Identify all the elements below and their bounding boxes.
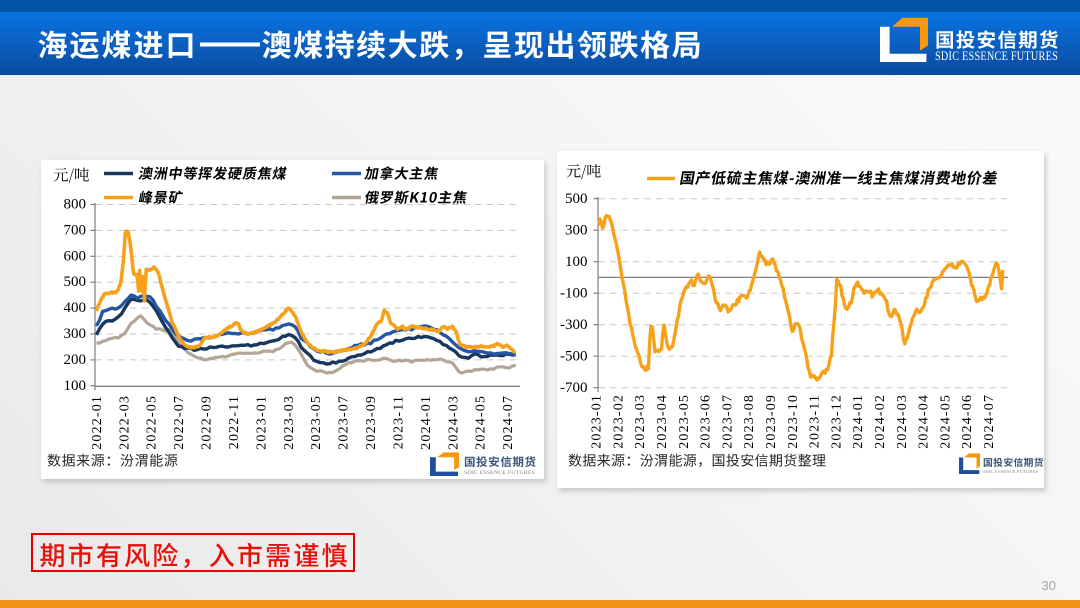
svg-text:2022-11: 2022-11 <box>227 395 242 449</box>
svg-text:500: 500 <box>64 274 87 290</box>
svg-text:2023-10: 2023-10 <box>786 394 801 449</box>
svg-text:2023-11: 2023-11 <box>392 395 407 449</box>
svg-text:2022-03: 2022-03 <box>117 395 132 450</box>
svg-text:300: 300 <box>565 223 588 239</box>
svg-text:2024-05: 2024-05 <box>474 395 489 450</box>
svg-text:2023-06: 2023-06 <box>699 394 714 449</box>
svg-text:2024-01: 2024-01 <box>419 395 434 450</box>
svg-text:2024-02: 2024-02 <box>873 394 888 449</box>
svg-text:100: 100 <box>565 254 588 270</box>
svg-text:200: 200 <box>64 352 87 368</box>
svg-text:2024-06: 2024-06 <box>960 394 975 449</box>
svg-text:2024-04: 2024-04 <box>917 394 932 449</box>
svg-text:2022-05: 2022-05 <box>145 395 160 450</box>
svg-text:2023-01: 2023-01 <box>590 394 605 449</box>
svg-text:2023-05: 2023-05 <box>309 395 324 450</box>
svg-text:2024-05: 2024-05 <box>938 394 953 449</box>
svg-text:2024-01: 2024-01 <box>851 394 866 449</box>
svg-text:2023-05: 2023-05 <box>677 394 692 449</box>
svg-text:2024-03: 2024-03 <box>446 395 461 450</box>
svg-text:SDIC ESSENCE FUTURES: SDIC ESSENCE FUTURES <box>935 48 1058 63</box>
svg-text:2023-02: 2023-02 <box>611 394 626 449</box>
svg-text:2023-04: 2023-04 <box>655 394 670 449</box>
svg-text:2024-07: 2024-07 <box>501 395 516 450</box>
svg-text:-100: -100 <box>560 286 588 302</box>
svg-text:-700: -700 <box>560 380 588 396</box>
svg-text:800: 800 <box>64 197 87 213</box>
svg-text:100: 100 <box>64 378 87 394</box>
svg-text:2024-07: 2024-07 <box>982 394 997 449</box>
svg-text:700: 700 <box>64 222 87 238</box>
svg-text:2023-09: 2023-09 <box>364 395 379 450</box>
svg-text:2024-03: 2024-03 <box>895 394 910 449</box>
svg-text:2023-03: 2023-03 <box>282 395 297 450</box>
svg-text:400: 400 <box>64 300 87 316</box>
svg-text:SDIC ESSENCE FUTURES: SDIC ESSENCE FUTURES <box>464 470 535 476</box>
svg-text:600: 600 <box>64 248 87 264</box>
svg-text:2023-08: 2023-08 <box>742 394 757 449</box>
svg-text:2023-07: 2023-07 <box>337 395 352 450</box>
svg-text:2022-07: 2022-07 <box>172 395 187 450</box>
svg-text:2023-12: 2023-12 <box>829 394 844 449</box>
svg-text:2022-01: 2022-01 <box>90 395 105 450</box>
svg-text:2023-07: 2023-07 <box>720 394 735 449</box>
svg-text:2023-03: 2023-03 <box>633 394 648 449</box>
svg-text:-300: -300 <box>560 317 588 333</box>
svg-text:2023-11: 2023-11 <box>808 394 823 448</box>
svg-text:300: 300 <box>64 326 87 342</box>
svg-text:SDIC ESSENCE FUTURES: SDIC ESSENCE FUTURES <box>983 469 1038 474</box>
svg-text:500: 500 <box>565 191 588 207</box>
svg-text:-500: -500 <box>560 349 588 365</box>
svg-text:2023-09: 2023-09 <box>764 394 779 449</box>
svg-text:2023-01: 2023-01 <box>254 395 269 450</box>
svg-text:2022-09: 2022-09 <box>200 395 215 450</box>
